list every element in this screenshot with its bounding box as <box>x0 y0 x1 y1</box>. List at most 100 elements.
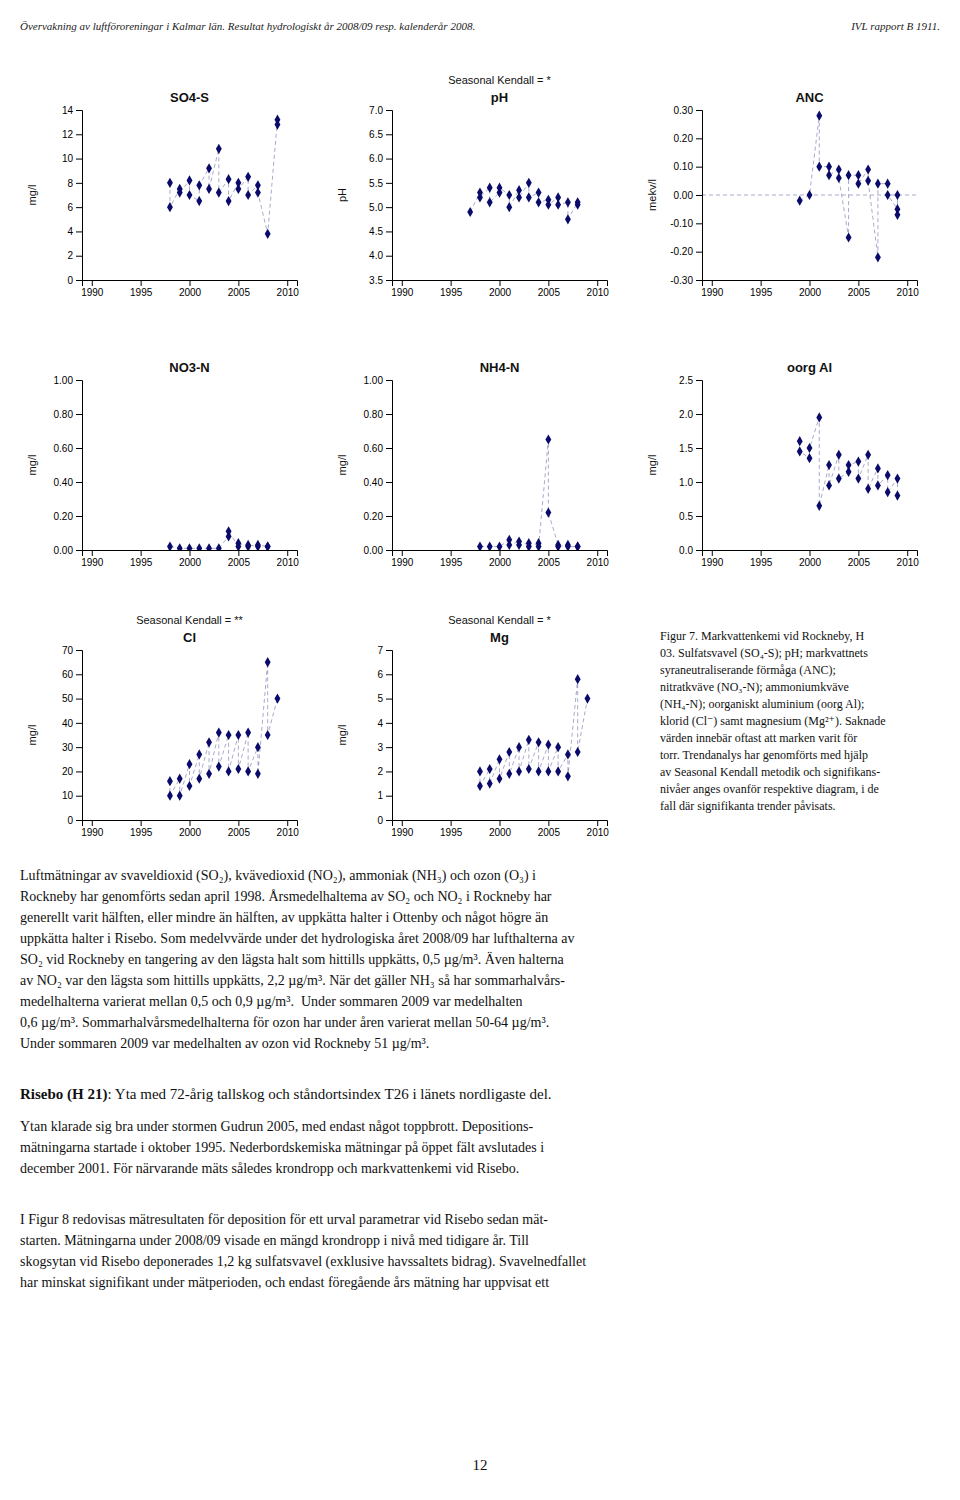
tick-label: 0 <box>377 815 383 826</box>
data-point <box>487 542 493 550</box>
y-tick: 7.0 <box>369 105 392 116</box>
tick-mark <box>386 448 392 449</box>
paragraph-line: har minskat signifikant under mätperiode… <box>20 1275 549 1290</box>
tick-label: 1995 <box>130 557 153 568</box>
data-point <box>885 487 891 497</box>
tick-mark <box>287 550 288 556</box>
data-point <box>865 164 871 174</box>
tick-label: 0.5 <box>679 511 693 522</box>
y-tick: 0.40 <box>54 477 82 488</box>
plot-area <box>167 115 280 239</box>
plot-area <box>167 657 280 801</box>
data-point <box>807 190 813 200</box>
data-point <box>865 484 871 494</box>
chart-subtitle: Seasonal Kendall = * <box>448 74 551 86</box>
tick-label: 2005 <box>848 287 871 298</box>
tick-mark <box>92 550 93 556</box>
tick-label: 0.10 <box>674 161 694 172</box>
y-tick: 0.30 <box>674 105 702 116</box>
tick-label: 2000 <box>799 287 822 298</box>
data-point <box>497 542 503 550</box>
tick-label: 1.00 <box>364 375 384 386</box>
chart-title: pH <box>491 90 508 105</box>
plot-area <box>467 178 580 225</box>
data-point <box>216 543 222 550</box>
data-point <box>187 759 193 769</box>
tick-mark <box>76 159 82 160</box>
y-tick: -0.20 <box>670 246 702 257</box>
tick-mark <box>858 280 859 286</box>
data-point <box>187 543 193 550</box>
paragraph: Ytan klarade sig bra under stormen Gudru… <box>20 1119 544 1176</box>
y-tick: 60 <box>62 669 82 680</box>
tick-mark <box>76 280 82 281</box>
data-point <box>516 742 522 752</box>
tick-mark <box>402 550 403 556</box>
y-tick: 0.00 <box>674 190 702 201</box>
x-tick: 1990 <box>701 280 724 298</box>
data-point <box>545 740 551 750</box>
data-point <box>826 170 832 180</box>
data-point <box>526 178 532 188</box>
x-tick: 2005 <box>538 820 561 838</box>
tick-label: 1995 <box>750 287 773 298</box>
data-point <box>836 474 842 484</box>
x-tick: 1995 <box>130 280 153 298</box>
data-point <box>875 252 881 262</box>
data-point <box>545 508 551 518</box>
tick-label: 3.5 <box>369 275 383 286</box>
tick-mark <box>907 550 908 556</box>
data-point <box>875 179 881 189</box>
chart-subtitle: Seasonal Kendall = ** <box>136 614 243 626</box>
tick-label: 1990 <box>81 827 104 838</box>
caption-line: nivåer anges ovanför respektive diagram,… <box>660 782 879 796</box>
data-point <box>536 197 542 207</box>
tick-mark <box>76 747 82 748</box>
axis-line <box>76 381 83 551</box>
tick-label: 0.40 <box>54 477 74 488</box>
y-axis: 01234567 <box>377 645 392 826</box>
y-axis: 02468101214 <box>62 105 83 286</box>
page: Övervakning av luftföroreningar i Kalmar… <box>0 0 960 1500</box>
data-point <box>497 774 503 784</box>
data-point <box>477 192 483 202</box>
tick-label: 2005 <box>538 827 561 838</box>
tick-mark <box>76 650 82 651</box>
tick-mark <box>386 380 392 381</box>
tick-mark <box>238 550 239 556</box>
tick-mark <box>597 280 598 286</box>
paragraph-line: 0,6 µg/m³. Sommarhalvårsmedelhalterna fö… <box>20 1015 549 1030</box>
tick-mark <box>761 280 762 286</box>
x-tick: 2000 <box>179 820 202 838</box>
tick-mark <box>386 110 392 111</box>
data-point <box>167 202 173 212</box>
tick-mark <box>287 820 288 826</box>
tick-label: 1990 <box>701 287 724 298</box>
tick-label: 10 <box>62 153 74 164</box>
y-tick: 2.5 <box>679 375 702 386</box>
x-tick: 2000 <box>799 280 822 298</box>
tick-mark <box>141 820 142 826</box>
y-axis: 0.000.200.400.600.801.00 <box>54 375 83 556</box>
data-point <box>167 776 173 786</box>
y-tick: 2 <box>67 250 82 261</box>
chart-subtitle: Seasonal Kendall = * <box>448 614 551 626</box>
tick-label: 2010 <box>277 287 300 298</box>
tick-mark <box>548 550 549 556</box>
x-tick: 1995 <box>130 820 153 838</box>
plot-area <box>477 434 581 550</box>
y-tick: 0 <box>67 815 82 826</box>
y-tick: 1.0 <box>679 477 702 488</box>
data-point <box>545 766 551 776</box>
chart: 199019952000200520100.000.200.400.600.80… <box>336 360 609 568</box>
tick-mark <box>696 110 702 111</box>
axis-line <box>386 651 393 821</box>
data-point <box>167 791 173 801</box>
tick-label: 0.60 <box>364 443 384 454</box>
tick-mark <box>76 256 82 257</box>
tick-mark <box>386 796 392 797</box>
tick-label: 1990 <box>391 287 414 298</box>
tick-label: 50 <box>62 693 74 704</box>
y-tick: 3 <box>377 742 392 753</box>
data-point <box>275 119 281 129</box>
